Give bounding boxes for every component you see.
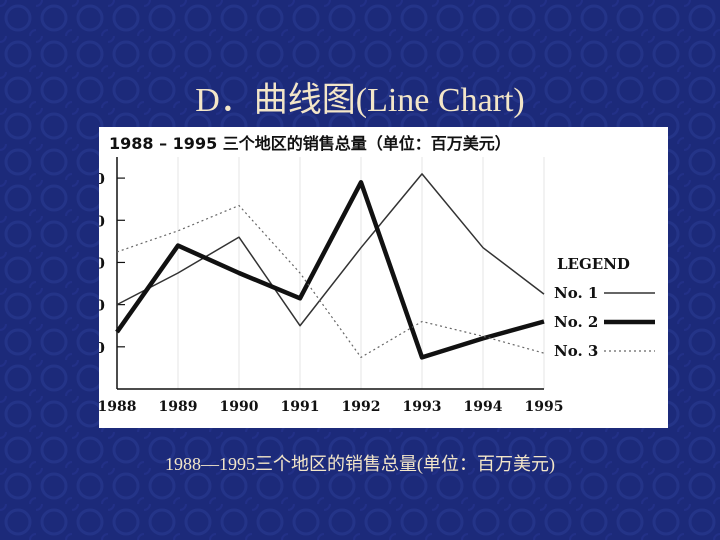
- y-tick-label: $ 80: [99, 212, 105, 230]
- chart-image: 1988 – 1995 三个地区的销售总量（单位：百万美元） $ 100 $ 80…: [99, 127, 668, 428]
- legend: LEGEND No. 1 No. 2 No. 3: [554, 255, 655, 360]
- y-tick-label: $ 40: [99, 297, 105, 315]
- x-tick-label: 1992: [342, 399, 381, 415]
- x-tick-label: 1988: [99, 399, 136, 415]
- x-tick-label: 1989: [159, 399, 198, 415]
- y-tick-label: $ 20: [99, 339, 105, 357]
- x-tick-label: 1990: [220, 399, 259, 415]
- line-chart: 1988 – 1995 三个地区的销售总量（单位：百万美元） $ 100 $ 80…: [99, 134, 655, 415]
- legend-label: No. 2: [554, 313, 598, 331]
- x-tick-label: 1993: [403, 399, 442, 415]
- legend-label: No. 3: [554, 342, 598, 360]
- series-line: [116, 173, 545, 327]
- series-line: [116, 204, 545, 358]
- chart-caption: 1988—1995三个地区的销售总量(单位：百万美元): [165, 454, 555, 474]
- x-tick-label: 1994: [464, 399, 503, 415]
- x-tick-label: 1995: [525, 399, 564, 415]
- y-tick-label: $ 60: [99, 254, 105, 272]
- legend-label: No. 1: [554, 284, 598, 302]
- y-tick-label: $ 100: [99, 170, 105, 188]
- chart-title: 1988 – 1995 三个地区的销售总量（单位：百万美元）: [109, 134, 511, 153]
- legend-title: LEGEND: [557, 255, 630, 273]
- series-line: [115, 180, 545, 360]
- slide-title: D．曲线图(Line Chart): [195, 82, 525, 119]
- x-tick-label: 1991: [281, 399, 320, 415]
- plot-area: $ 100 $ 80 $ 60 $ 40 $ 20 1988 1989 1990 1991 199…: [99, 157, 563, 415]
